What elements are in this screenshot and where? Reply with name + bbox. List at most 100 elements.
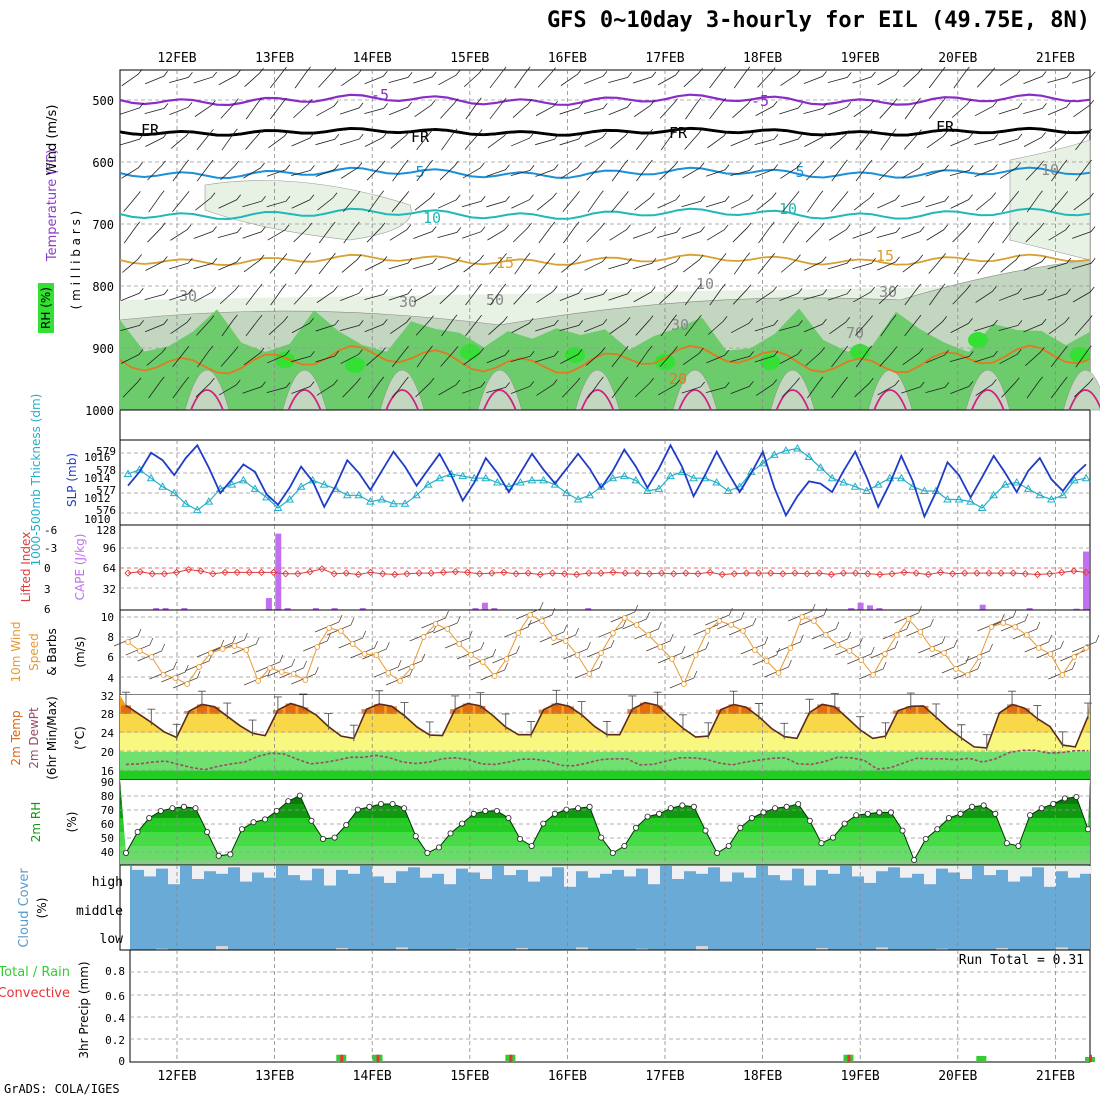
wind-barb: [682, 162, 705, 179]
lifted-index-point: [500, 568, 508, 577]
wind-barb: [756, 192, 777, 211]
wind-barb: [340, 349, 363, 364]
low-cloud-block: [336, 948, 348, 950]
lifted-index-point: [924, 570, 932, 579]
wind-barb: [950, 318, 973, 333]
wind-barb: [514, 252, 531, 275]
wind-barb: [146, 347, 167, 366]
wind-barb: [831, 376, 848, 399]
thickness-point: [158, 482, 167, 490]
low-cloud-block: [816, 948, 828, 950]
wind-barb: [462, 226, 486, 239]
wind-barb: [780, 162, 802, 179]
thickness-point: [896, 473, 906, 482]
wind-barb: [1049, 130, 1070, 149]
wind-barb: [855, 315, 873, 336]
li-tick-3: 3: [44, 583, 51, 596]
thickness-point: [850, 482, 860, 490]
temperature-peak-fill: [741, 707, 752, 714]
wind-barb: [974, 134, 998, 146]
wind-barb: [342, 191, 361, 212]
temperature-peak-fill: [475, 705, 486, 714]
temperature-errbar: [400, 702, 409, 719]
lifted-index-point: [233, 568, 241, 577]
wind-speed-point: [621, 615, 628, 621]
high-cloud-gap: [192, 866, 204, 879]
temperature-peak-fill: [905, 706, 916, 714]
upper-air-panel: -5 -5 FR FR FR FR 5 5 10 10 15 15 20 30 30 30 50 70 30 10 10…: [38, 66, 1100, 441]
rh2m-point: [540, 820, 547, 827]
temp-tick-20: 20: [101, 746, 114, 759]
lifted-index-point: [597, 569, 605, 577]
thickness-point: [1070, 475, 1079, 484]
wind-barb: [953, 66, 970, 89]
wind-barb: [220, 346, 239, 367]
temperature-peak-fill: [652, 705, 663, 714]
wind-barb: [608, 72, 632, 84]
wind-barb: [218, 379, 241, 396]
wind-barb: [635, 128, 653, 151]
wind-barb: [827, 257, 852, 270]
wind-barb: [148, 376, 165, 399]
wind-speed-point: [172, 675, 179, 681]
rh2m-point: [157, 808, 164, 815]
wind-barb: [315, 164, 339, 177]
lifted-index-point: [912, 569, 920, 577]
wind-barb: [709, 97, 727, 120]
high-cloud-gap: [984, 866, 996, 876]
rh2m-point: [1050, 801, 1057, 808]
wind-barb: [633, 100, 655, 118]
high-cloud-gap: [300, 866, 312, 881]
date-label-top: 20FEB: [938, 51, 977, 66]
wind-barb: [730, 132, 754, 147]
lifted-index-point: [791, 569, 799, 577]
lifted-index-point: [439, 568, 447, 577]
wind-speed-point: [231, 643, 238, 649]
thickness-point: [1058, 490, 1068, 499]
cape-bar: [491, 608, 498, 610]
thickness-point: [827, 473, 837, 482]
wind-barb: [242, 195, 266, 208]
wind-speed-point: [645, 632, 652, 638]
wind-barb: [243, 162, 265, 179]
thickness-point: [804, 452, 814, 460]
cape-bar: [312, 608, 319, 610]
wind-speed-point: [870, 672, 876, 678]
wind-barb: [318, 221, 336, 244]
lifted-index-point: [1058, 568, 1066, 577]
wind-barb: [461, 195, 486, 208]
wind-barb: [504, 619, 532, 638]
wind-barb: [486, 195, 510, 208]
wind-barb: [583, 103, 608, 115]
wind-barb: [413, 71, 437, 84]
wind-tick-4: 4: [107, 672, 114, 685]
wind-barb: [754, 319, 779, 332]
cape-bar: [1073, 608, 1080, 610]
wind-speed-point: [669, 656, 675, 662]
wind-barb: [659, 346, 678, 367]
rh2m-point: [1073, 794, 1080, 801]
wind-barb: [314, 614, 343, 633]
wind-barb: [918, 635, 946, 654]
temperature-errbar: [451, 695, 460, 712]
date-label-bottom: 18FEB: [743, 1069, 782, 1084]
high-cloud-gap: [1044, 866, 1056, 887]
wind-barb: [391, 345, 409, 368]
wind-barb: [858, 661, 887, 680]
rh2m-point: [505, 815, 512, 822]
lifted-index-point: [754, 569, 763, 577]
temperature-errbar: [197, 690, 206, 708]
wind-barb: [1072, 286, 1095, 303]
cape-bar: [1083, 551, 1089, 610]
thickness-point: [643, 486, 652, 494]
date-label-top: 16FEB: [548, 51, 587, 66]
thickness-point: [873, 480, 883, 488]
cape-tick-128: 128: [96, 524, 116, 537]
wind-barb: [877, 379, 900, 396]
wind-barb: [208, 635, 236, 654]
wind-barb: [440, 346, 459, 367]
cape-bar: [857, 602, 864, 610]
wind-barb: [1047, 101, 1071, 116]
wind-speed-point: [799, 614, 805, 620]
wind-barb: [622, 611, 650, 630]
